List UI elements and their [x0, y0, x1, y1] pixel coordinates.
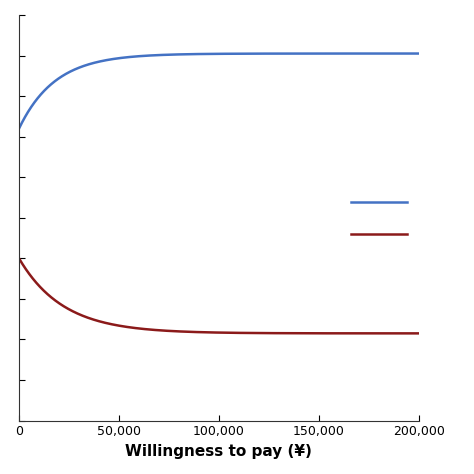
X-axis label: Willingness to pay (¥): Willingness to pay (¥): [126, 444, 312, 459]
